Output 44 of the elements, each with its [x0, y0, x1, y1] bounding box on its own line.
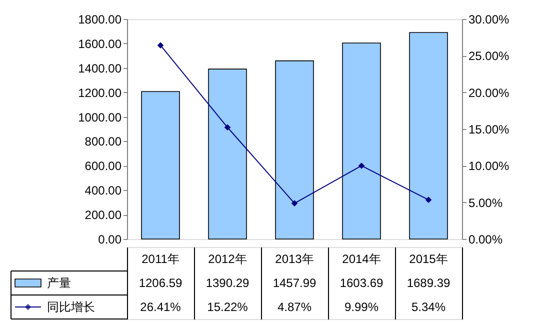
- x-tick-label: 2013年: [275, 252, 314, 266]
- y-tick-label: 1000.00: [78, 110, 122, 124]
- y-tick-label: 0.00: [98, 232, 122, 246]
- point: [291, 200, 298, 206]
- bar: [208, 68, 247, 240]
- x-tick-label: 2012年: [208, 252, 247, 266]
- data-label: 15.22%: [207, 300, 248, 314]
- y2-tick-label: 0.00%: [468, 232, 503, 246]
- x-tick-label: 2014年: [342, 252, 381, 266]
- data-label: 1457.99: [272, 276, 317, 290]
- data-label: 1689.39: [406, 276, 451, 290]
- y-tick-label: 600.00: [84, 159, 122, 174]
- y2-tick-label: 20.00%: [468, 86, 510, 100]
- y-tick-label: 1800.00: [78, 12, 122, 26]
- y-tick-label: 1400.00: [78, 61, 122, 76]
- y2-tick-label: 15.00%: [468, 122, 510, 136]
- data-label: 26.41%: [140, 300, 182, 314]
- bar: [409, 32, 448, 240]
- y2-tick-label: 25.00%: [468, 49, 510, 64]
- y2-tick-label: 5.00%: [468, 196, 503, 210]
- data-label: 5.34%: [411, 300, 446, 314]
- point: [157, 42, 164, 48]
- x-tick-label: 2011年: [142, 252, 180, 266]
- y-tick-label: 800.00: [84, 134, 122, 149]
- bar: [275, 60, 314, 240]
- point: [358, 162, 365, 169]
- bar: [342, 42, 381, 240]
- point: [224, 124, 231, 131]
- y-tick-label: 1200.00: [78, 86, 122, 100]
- y-tick-label: 400.00: [84, 184, 122, 198]
- y-tick-label: 1600.00: [78, 36, 122, 51]
- y2-tick-label: 10.00%: [468, 159, 510, 174]
- bar: [141, 91, 180, 240]
- legend-label: 同比增长: [47, 300, 95, 314]
- data-label: 1390.29: [206, 276, 250, 290]
- legend-label: 产量: [47, 276, 71, 290]
- data-label: 4.87%: [277, 300, 312, 314]
- point: [425, 196, 432, 203]
- x-tick-label: 2015年: [409, 252, 448, 266]
- y-tick-label: 200.00: [84, 208, 122, 222]
- y2-tick-label: 30.00%: [468, 12, 510, 26]
- data-label: 1206.59: [138, 276, 183, 290]
- data-label: 1603.69: [340, 276, 384, 290]
- data-label: 9.99%: [344, 300, 379, 314]
